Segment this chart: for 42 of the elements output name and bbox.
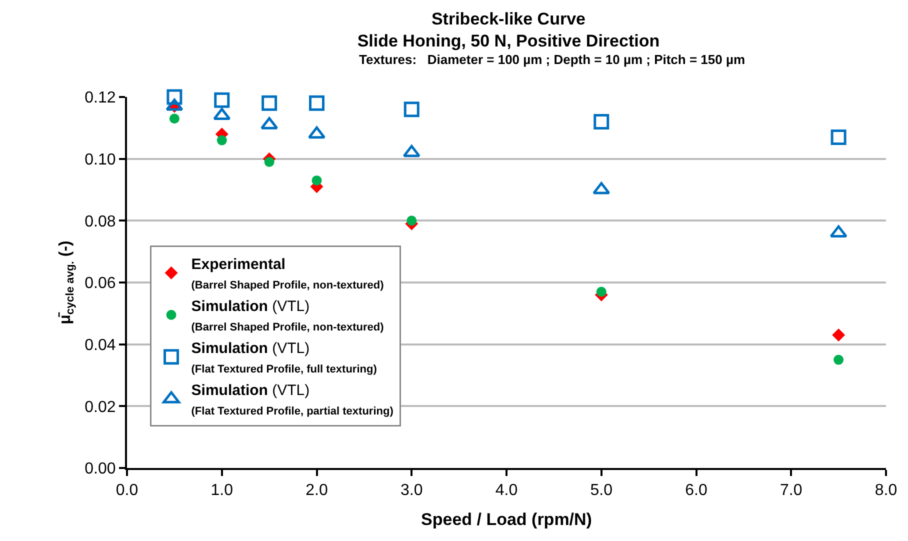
legend-label: Experimental (Barrel Shaped Profile, non-textured) bbox=[191, 256, 384, 292]
legend-label: Simulation (VTL) (Flat Textured Profile, full texturing) bbox=[191, 340, 378, 376]
y-tick-label: 0.12 bbox=[84, 90, 116, 107]
point bbox=[834, 354, 844, 365]
x-tick-label: 5.0 bbox=[590, 482, 613, 500]
legend-label: Simulation (VTL) (Barrel Shaped Profile, non-textured) bbox=[191, 298, 384, 334]
y-tick-label: 0.10 bbox=[84, 151, 116, 168]
point bbox=[213, 108, 231, 120]
x-tick-label: 6.0 bbox=[685, 482, 708, 500]
point bbox=[596, 286, 606, 297]
point bbox=[309, 95, 324, 111]
point bbox=[404, 102, 420, 118]
y-tick-label: 0.00 bbox=[84, 460, 116, 478]
y-tick-label: 0.04 bbox=[84, 336, 116, 354]
y-tick-label: 0.02 bbox=[84, 398, 116, 416]
chart-subtitle: Textures: Diameter = 100 µm ; Depth = 10 µm ; Pitch = 150 µm bbox=[359, 52, 746, 67]
y-tick-label: 0.08 bbox=[84, 213, 116, 230]
x-tick-label: 7.0 bbox=[780, 482, 802, 500]
x-tick-label: 3.0 bbox=[400, 482, 423, 500]
x-tick-label: 4.0 bbox=[495, 482, 518, 500]
point bbox=[594, 114, 610, 130]
point bbox=[214, 92, 230, 108]
legend-label: Simulation (VTL) (Flat Textured Profile, partial texturing) bbox=[191, 382, 394, 418]
x-tick-label: 8.0 bbox=[874, 482, 898, 500]
x-tick-label: 0.0 bbox=[116, 482, 138, 500]
point bbox=[166, 89, 182, 105]
point bbox=[312, 175, 322, 186]
point bbox=[216, 135, 227, 146]
point bbox=[308, 126, 326, 139]
point bbox=[830, 129, 846, 145]
point bbox=[402, 144, 420, 158]
x-axis-title: Speed / Load (rpm/N) bbox=[421, 510, 592, 530]
point bbox=[406, 216, 417, 226]
chart-title: Stribeck-like Curve Slide Honing, 50 N, Positive Direction bbox=[357, 9, 660, 50]
x-tick-label: 2.0 bbox=[306, 482, 328, 500]
point bbox=[169, 114, 180, 124]
point bbox=[832, 328, 846, 342]
point bbox=[830, 225, 848, 238]
point bbox=[264, 156, 274, 167]
point bbox=[262, 95, 278, 111]
x-tick-label: 1.0 bbox=[210, 482, 234, 500]
y-tick-label: 0.06 bbox=[84, 275, 116, 292]
